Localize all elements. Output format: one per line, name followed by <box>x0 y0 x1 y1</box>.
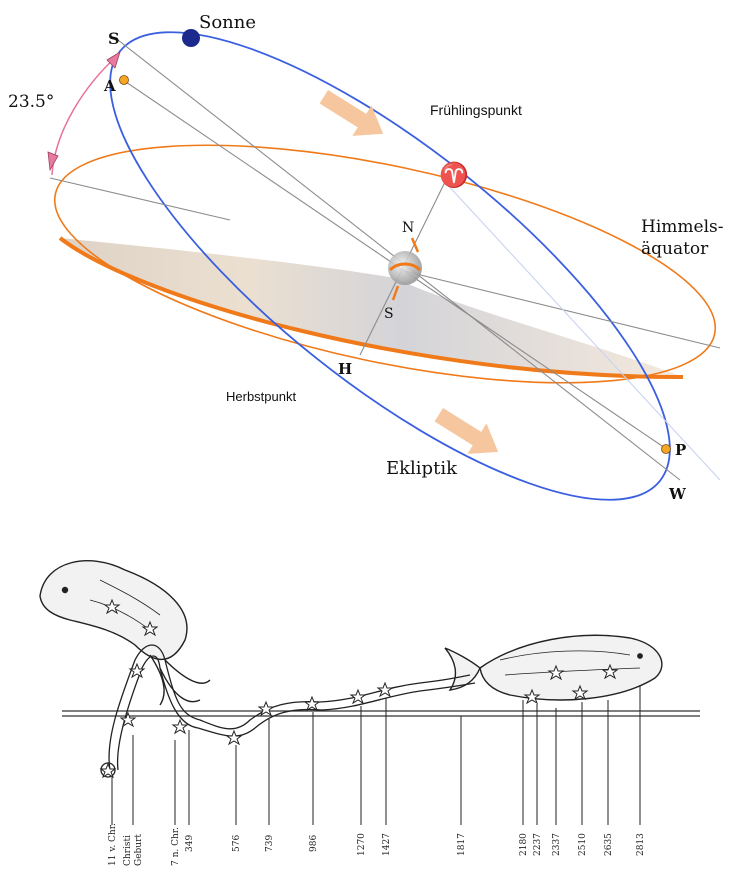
label-ecliptic: Ekliptik <box>386 458 458 479</box>
marker-a <box>120 76 129 85</box>
label-p: P <box>675 441 686 459</box>
year-label: 11 v. Chr. <box>108 823 118 866</box>
year-label: 2813 <box>636 833 646 856</box>
year-label: 576 <box>232 835 242 852</box>
label-north: N <box>402 220 414 236</box>
label-s-top: S <box>108 29 120 48</box>
equator-shaded-half <box>60 238 683 377</box>
pisces-constellation-diagram: 11 v. Chr. Christi Geburt 7 n. Chr. 349 … <box>40 561 700 866</box>
label-equator-line1: Himmels- <box>641 217 723 237</box>
left-fish <box>40 561 210 705</box>
label-vernal-point: Frühlingspunkt <box>430 102 522 118</box>
right-fish <box>445 635 662 700</box>
label-sun: Sonne <box>199 12 256 33</box>
marker-p <box>662 445 671 454</box>
year-label: 2337 <box>552 833 562 856</box>
label-equator-line2: äquator <box>641 239 709 259</box>
connecting-ribbon <box>109 645 475 770</box>
year-tick-lines <box>112 685 640 825</box>
year-label: Geburt <box>134 834 144 866</box>
year-label: 2180 <box>519 833 529 856</box>
year-label: 1427 <box>382 833 392 856</box>
sun-dot <box>182 29 200 47</box>
year-label: 1270 <box>357 833 367 856</box>
label-h: H <box>338 360 352 378</box>
label-autumn-point: Herbstpunkt <box>226 389 296 404</box>
year-label: Christi <box>123 835 133 866</box>
angle-arrow-top <box>107 52 120 68</box>
year-label: 986 <box>309 835 319 852</box>
label-angle: 23.5° <box>8 92 54 112</box>
year-label: 349 <box>185 835 195 852</box>
year-label: 739 <box>265 835 275 852</box>
year-labels: 11 v. Chr. Christi Geburt 7 n. Chr. 349 … <box>108 823 646 866</box>
angle-arc <box>52 55 118 175</box>
aries-symbol: ♈ <box>439 160 469 189</box>
label-a: A <box>103 77 116 95</box>
year-label: 7 n. Chr. <box>171 827 181 866</box>
year-label: 1817 <box>457 833 467 856</box>
year-label: 2635 <box>604 833 614 856</box>
year-label: 2237 <box>533 833 543 856</box>
year-label: 2510 <box>578 833 588 856</box>
label-w: W <box>668 485 687 503</box>
label-south: S <box>384 306 394 322</box>
celestial-sphere-diagram: Sonne S A 23.5° Frühlingspunkt ♈ N S Him… <box>8 0 735 573</box>
